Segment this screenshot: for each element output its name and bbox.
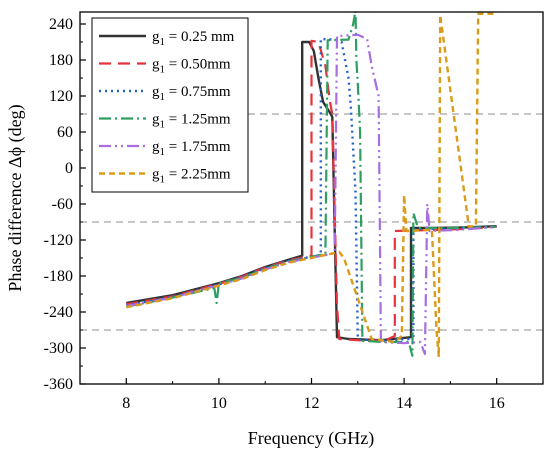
x-axis-title: Frequency (GHz) (248, 428, 374, 449)
x-tick-label: 10 (211, 395, 227, 412)
y-tick-label: -60 (52, 196, 73, 213)
y-tick-label: 120 (49, 88, 73, 105)
y-axis-title: Phase difference Δϕ (deg) (5, 104, 26, 291)
y-axis: -360 -300 -240 -180 -120 -60 0 60 120 180 240 (44, 16, 86, 393)
y-tick-label: -240 (44, 304, 73, 321)
legend-label-2: g1 = 0.75mm (152, 84, 231, 103)
series-line-5 (126, 12, 497, 359)
legend-label-4: g1 = 1.75mm (152, 139, 231, 158)
y-tick-label: -120 (44, 232, 73, 249)
x-tick-label: 16 (489, 395, 505, 412)
legend: g1 = 0.25 mm g1 = 0.50mm g1 = 0.75mm g1 = 1… (91, 17, 249, 193)
y-tick-label: 60 (57, 124, 73, 141)
legend-label-3: g1 = 1.25mm (152, 112, 231, 131)
y-tick-label: -360 (44, 376, 73, 393)
y-tick-label: 0 (65, 160, 73, 177)
x-tick-label: 8 (122, 395, 130, 412)
legend-label-1: g1 = 0.50mm (152, 57, 231, 76)
legend-box (91, 17, 249, 193)
x-tick-label: 14 (396, 395, 412, 412)
series-line-1 (126, 39, 497, 342)
y-tick-label: -180 (44, 268, 73, 285)
y-tick-label: 240 (49, 16, 73, 33)
x-axis: 8 10 12 14 16 (79, 378, 544, 412)
series-layer (126, 12, 497, 359)
y-tick-label: 180 (49, 52, 73, 69)
legend-label-0: g1 = 0.25 mm (152, 29, 235, 48)
legend-label-5: g1 = 2.25mm (152, 167, 231, 186)
y-tick-label: -300 (44, 340, 73, 357)
x-tick-label: 12 (304, 395, 320, 412)
